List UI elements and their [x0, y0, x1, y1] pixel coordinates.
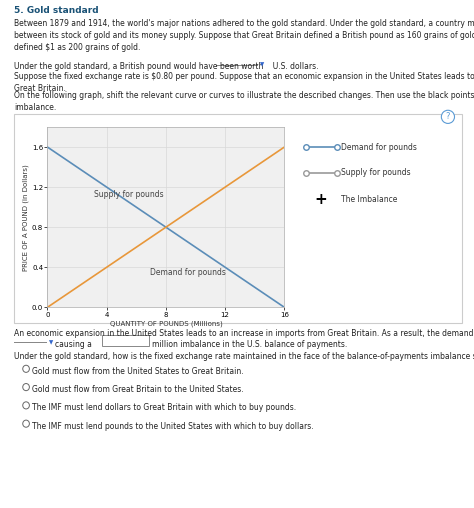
Text: causing a: causing a — [55, 340, 91, 350]
Text: Supply for pounds: Supply for pounds — [341, 168, 411, 177]
Text: Supply for pounds: Supply for pounds — [94, 190, 164, 199]
Text: Under the gold standard, a British pound would have been worth: Under the gold standard, a British pound… — [14, 62, 266, 71]
Text: Demand for pounds: Demand for pounds — [150, 268, 226, 277]
Text: Gold must flow from the United States to Great Britain.: Gold must flow from the United States to… — [32, 367, 244, 376]
Y-axis label: PRICE OF A POUND (in Dollars): PRICE OF A POUND (in Dollars) — [23, 164, 29, 271]
Text: The Imbalance: The Imbalance — [341, 195, 398, 204]
Text: The IMF must lend dollars to Great Britain with which to buy pounds.: The IMF must lend dollars to Great Brita… — [32, 403, 296, 412]
Text: million imbalance in the U.S. balance of payments.: million imbalance in the U.S. balance of… — [152, 340, 347, 350]
Text: An economic expansion in the United States leads to an increase in imports from : An economic expansion in the United Stat… — [14, 329, 474, 338]
Text: Suppose the fixed exchange rate is $0.80 per pound. Suppose that an economic exp: Suppose the fixed exchange rate is $0.80… — [14, 72, 474, 93]
Text: 5. Gold standard: 5. Gold standard — [14, 6, 99, 15]
Text: The IMF must lend pounds to the United States with which to buy dollars.: The IMF must lend pounds to the United S… — [32, 422, 314, 431]
Text: U.S. dollars.: U.S. dollars. — [268, 62, 319, 71]
Text: Under the gold standard, how is the fixed exchange rate maintained in the face o: Under the gold standard, how is the fixe… — [14, 352, 474, 361]
Text: Demand for pounds: Demand for pounds — [341, 143, 417, 152]
Text: ▼: ▼ — [49, 340, 54, 345]
Text: ?: ? — [446, 112, 450, 121]
Text: Between 1879 and 1914, the world's major nations adhered to the gold standard. U: Between 1879 and 1914, the world's major… — [14, 19, 474, 52]
Text: +: + — [315, 192, 327, 207]
Text: Gold must flow from Great Britain to the United States.: Gold must flow from Great Britain to the… — [32, 385, 244, 394]
X-axis label: QUANTITY OF POUNDS (Millions): QUANTITY OF POUNDS (Millions) — [109, 320, 222, 327]
Text: On the following graph, shift the relevant curve or curves to illustrate the des: On the following graph, shift the releva… — [14, 91, 474, 112]
Text: ▼: ▼ — [260, 62, 264, 67]
